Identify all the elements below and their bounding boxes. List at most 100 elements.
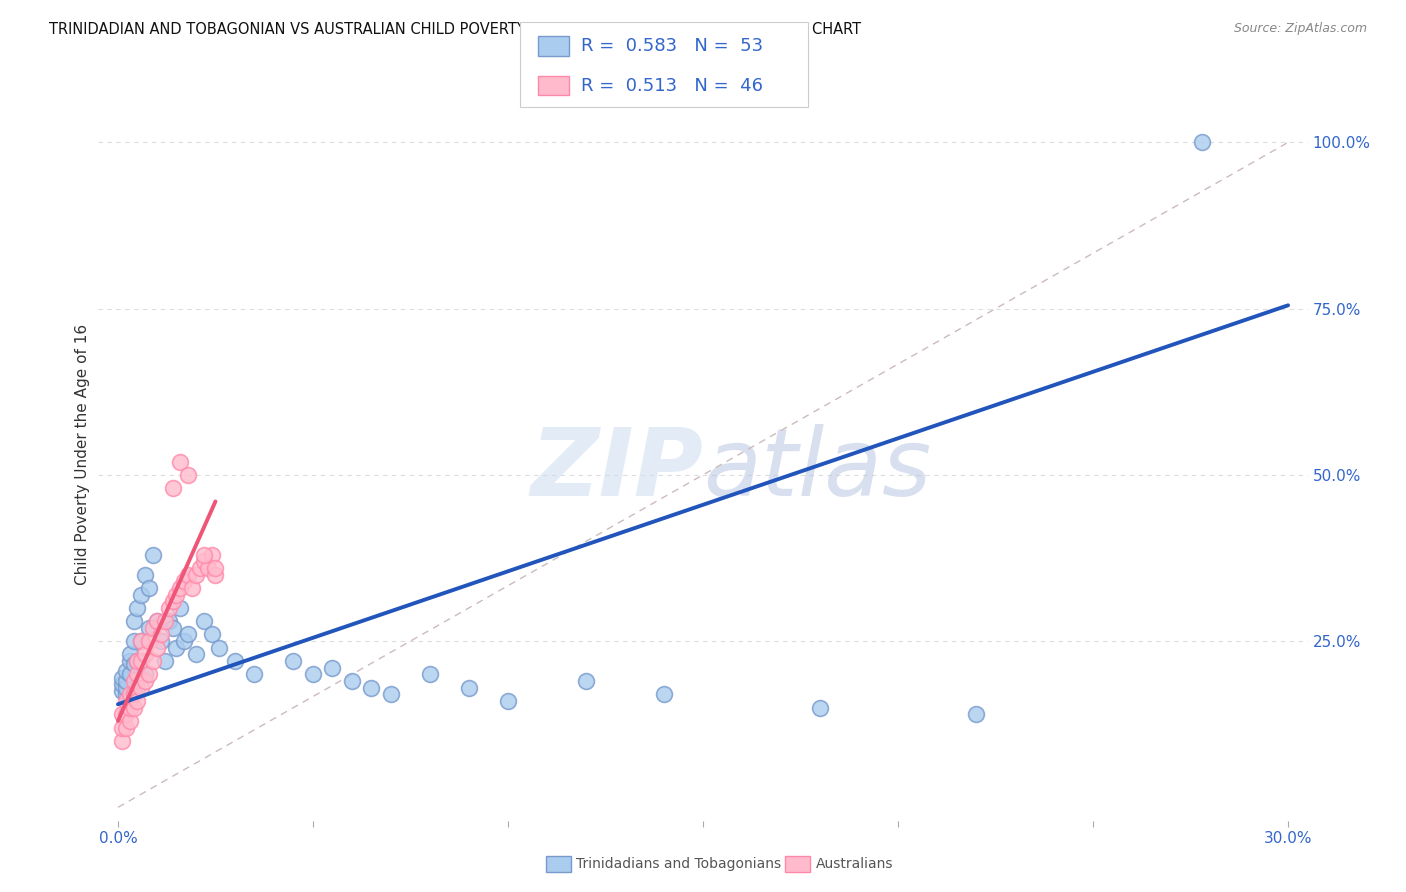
Point (193, 548, 215, 562)
Point (118, 700, 141, 714)
Point (122, 634, 145, 648)
Point (131, 654, 153, 668)
Point (162, 594, 184, 608)
Point (114, 687, 136, 701)
Point (114, 721, 136, 735)
Point (134, 667, 156, 681)
Point (165, 640, 187, 655)
Point (177, 627, 200, 641)
Point (149, 627, 172, 641)
Point (127, 667, 149, 681)
Point (138, 634, 160, 648)
Point (808, 700, 831, 714)
Point (165, 588, 187, 602)
Text: R =  0.583   N =  53: R = 0.583 N = 53 (581, 37, 763, 55)
Point (118, 690, 141, 705)
Point (965, 707, 987, 722)
Point (131, 634, 153, 648)
Point (321, 661, 343, 675)
Point (340, 673, 363, 688)
Point (118, 654, 141, 668)
Point (177, 467, 200, 482)
Point (184, 648, 207, 662)
Point (114, 707, 136, 722)
Point (142, 654, 165, 668)
Point (111, 707, 134, 722)
Y-axis label: Child Poverty Under the Age of 16: Child Poverty Under the Age of 16 (75, 325, 90, 585)
Point (153, 614, 176, 628)
Point (162, 621, 184, 635)
Point (114, 664, 136, 678)
Point (131, 634, 153, 648)
Point (496, 694, 519, 708)
Point (200, 627, 222, 641)
Point (138, 667, 160, 681)
Point (127, 681, 149, 695)
Point (146, 614, 169, 628)
Point (146, 614, 169, 628)
Point (173, 634, 195, 648)
Point (134, 648, 156, 662)
Point (122, 687, 145, 701)
Point (118, 648, 141, 662)
Point (118, 687, 141, 701)
Text: ZIP: ZIP (530, 424, 703, 516)
Point (138, 621, 160, 635)
Point (283, 654, 305, 668)
Point (181, 581, 204, 595)
Point (134, 567, 156, 582)
Point (360, 681, 382, 695)
Point (243, 667, 266, 681)
Point (169, 600, 191, 615)
Point (458, 681, 481, 695)
Point (1191, 136, 1213, 150)
Point (114, 694, 136, 708)
Point (204, 561, 226, 575)
Point (127, 694, 149, 708)
Point (197, 561, 219, 575)
Point (114, 681, 136, 695)
Point (138, 581, 160, 595)
Text: R =  0.513   N =  46: R = 0.513 N = 46 (581, 77, 762, 95)
Point (173, 574, 195, 589)
Point (111, 677, 134, 691)
Point (652, 687, 675, 701)
Point (380, 687, 402, 701)
Point (111, 684, 134, 698)
Point (122, 673, 145, 688)
Text: Australians: Australians (815, 857, 893, 871)
Point (131, 681, 153, 695)
Point (122, 657, 145, 672)
Text: Source: ZipAtlas.com: Source: ZipAtlas.com (1233, 22, 1367, 36)
Text: TRINIDADIAN AND TOBAGONIAN VS AUSTRALIAN CHILD POVERTY UNDER THE AGE OF 16 CORRE: TRINIDADIAN AND TOBAGONIAN VS AUSTRALIAN… (49, 22, 862, 37)
Point (157, 600, 180, 615)
Point (162, 481, 184, 495)
Point (575, 673, 598, 688)
Point (111, 734, 134, 748)
Point (146, 640, 169, 655)
Point (224, 654, 246, 668)
Point (118, 667, 141, 681)
Point (134, 673, 156, 688)
Point (208, 640, 231, 655)
Point (204, 567, 226, 582)
Point (177, 567, 200, 582)
Point (131, 588, 153, 602)
Point (122, 700, 145, 714)
Point (114, 673, 136, 688)
Point (118, 714, 141, 728)
Point (157, 614, 180, 628)
Point (302, 667, 325, 681)
Point (193, 554, 215, 568)
Point (127, 654, 149, 668)
Point (111, 671, 134, 685)
Point (111, 721, 134, 735)
Point (142, 548, 165, 562)
Point (153, 654, 176, 668)
Point (169, 581, 191, 595)
Point (149, 634, 172, 648)
Point (142, 621, 165, 635)
Point (122, 614, 145, 628)
Point (419, 667, 441, 681)
Text: Trinidadians and Tobagonians: Trinidadians and Tobagonians (576, 857, 782, 871)
